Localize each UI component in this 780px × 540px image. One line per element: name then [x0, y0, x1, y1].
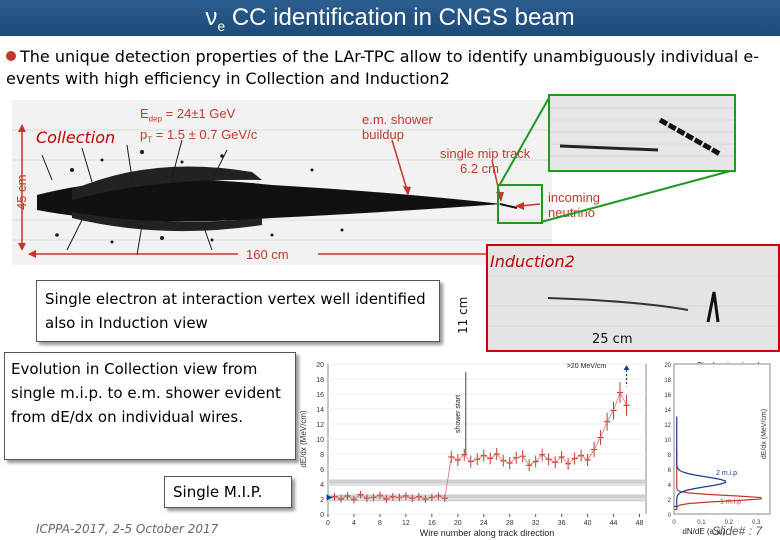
- hist-y-tick-label: 18: [664, 378, 671, 384]
- y-tick-label: 10: [316, 437, 324, 444]
- y-tick-label: 4: [320, 482, 324, 489]
- y-tick-label: 0: [320, 512, 324, 519]
- energy-sub: dep: [148, 114, 163, 124]
- scale-11cm: 11 cm: [456, 296, 470, 334]
- x-tick-label: 20: [454, 520, 462, 527]
- zoom-detail-box: [548, 94, 736, 172]
- top-note-label: >20 MeV/cm: [567, 363, 607, 370]
- hist-y-axis-label: dE/dx (MeV/cm): [761, 409, 768, 459]
- zoom-source-box: [497, 184, 543, 224]
- title-rest: CC identification in CNGS beam: [225, 4, 575, 31]
- y-tick-label: 14: [316, 407, 324, 414]
- hist-y-tick-label: 10: [664, 438, 671, 444]
- x-tick-label: 12: [402, 520, 410, 527]
- hist-y-tick-label: 2: [668, 498, 672, 504]
- event-image: [12, 100, 552, 265]
- hist-y-tick-label: 14: [664, 408, 671, 414]
- buildup-text: buildup: [362, 127, 404, 142]
- hist-y-tick-label: 16: [664, 393, 671, 399]
- x-tick-label: 32: [532, 520, 540, 527]
- energy-annotation: Edep = 24±1 GeV pT = 1.5 ± 0.7 GeV/c: [140, 106, 257, 147]
- bullet-text: The unique detection properties of the L…: [6, 46, 776, 90]
- y-tick-label: 20: [316, 362, 324, 369]
- collection-label: Collection: [36, 128, 116, 147]
- single-mip-callout: Single M.I.P.: [164, 476, 292, 508]
- hist-y-tick-label: 4: [668, 483, 672, 489]
- y-tick-label: 18: [316, 377, 324, 384]
- mip-length-text: 6.2 cm: [460, 161, 500, 176]
- x-tick-label: 44: [610, 520, 618, 527]
- x-tick-label: 48: [636, 520, 644, 527]
- two-mip-label: 2 m.i.p.: [716, 470, 739, 477]
- x-tick-label: 8: [378, 520, 382, 527]
- x-tick-label: 24: [480, 520, 488, 527]
- incoming-text: incoming: [548, 190, 601, 205]
- shower-start-label: shower start: [455, 395, 462, 433]
- em-shower-text: e.m. shower: [362, 112, 433, 127]
- data-series-line: [334, 391, 627, 501]
- zoom-detail-image: [550, 96, 734, 170]
- x-tick-label: 4: [352, 520, 356, 527]
- hist-y-tick-label: 20: [664, 363, 671, 369]
- bullet-icon: [6, 51, 16, 61]
- one-mip-label: 1 m.i.p.: [720, 499, 743, 506]
- y-tick-label: 16: [316, 392, 324, 399]
- top-arrow-head: [623, 365, 630, 370]
- dedx-plot-area: 0 2 4 6 8 10 12 14 16 18 20 0 4 8 12 16 20 24 28 32 36 40 44 48…: [296, 354, 780, 540]
- hist-x-tick-label: 0.3: [752, 520, 761, 526]
- pt-symbol: p: [140, 126, 148, 142]
- em-shower-annotation: e.m. shower buildup: [362, 112, 433, 142]
- bullet-text-content: The unique detection properties of the L…: [6, 47, 759, 88]
- mip-pointer-head: [326, 494, 333, 501]
- collection-evolution-callout: Evolution in Collection view from single…: [4, 352, 296, 460]
- y-tick-label: 2: [320, 497, 324, 504]
- y-tick-label: 6: [320, 467, 324, 474]
- x-tick-label: 28: [506, 520, 514, 527]
- hist-y-tick-label: 8: [668, 453, 672, 459]
- mip1-band: [328, 494, 646, 502]
- energy-symbol: E: [140, 106, 149, 121]
- footer-conference: ICPPA-2017, 2-5 October 2017: [36, 522, 219, 536]
- x-tick-label: 0: [326, 520, 330, 527]
- energy-value: = 24±1 GeV: [165, 106, 236, 121]
- hist-y-tick-label: 6: [668, 468, 672, 474]
- y-axis-label: dE/dx (MeV/cm): [299, 410, 308, 468]
- y-tick-label: 8: [320, 452, 324, 459]
- single-mip-text: single mip track: [440, 146, 531, 161]
- hist-y-tick-label: 12: [664, 423, 671, 429]
- title-nu: ν: [205, 4, 218, 31]
- hist-x-tick-label: 0.1: [697, 520, 706, 526]
- scale-11cm-wrap: 11 cm: [456, 297, 493, 348]
- induction-image: [488, 246, 778, 350]
- induction-view-box: [486, 244, 780, 352]
- title-sub: e: [217, 17, 226, 34]
- pt-sub: T: [147, 135, 153, 145]
- footer-slide-number: Slide# : 7: [712, 524, 763, 538]
- two-mip-curve: [674, 416, 727, 508]
- collection-event-display: [12, 100, 552, 265]
- single-mip-annotation: single mip track 6.2 cm: [440, 146, 530, 176]
- hist-frame: [673, 363, 771, 515]
- slide-title: νe CC identification in CNGS beam: [0, 0, 780, 36]
- y-tick-label: 12: [316, 422, 324, 429]
- hist-y-tick-label: 0: [668, 513, 672, 519]
- x-axis-label: Wire number along track direction: [420, 528, 555, 538]
- mip2-band: [328, 479, 646, 486]
- hist-x-axis-label: dN/dE (a.u.): [682, 527, 725, 536]
- pt-value: = 1.5 ± 0.7 GeV/c: [155, 126, 258, 142]
- scale-25cm: 25 cm: [592, 332, 633, 347]
- width-label: 160 cm: [246, 247, 289, 262]
- x-tick-label: 16: [428, 520, 436, 527]
- hist-x-tick-label: 0.2: [725, 520, 734, 526]
- hist-x-tick-label: 0: [672, 520, 676, 526]
- x-tick-label: 36: [558, 520, 566, 527]
- x-tick-label: 40: [584, 520, 592, 527]
- induction-callout: Single electron at interaction vertex we…: [36, 280, 440, 342]
- induction-label: Induction2: [490, 252, 575, 271]
